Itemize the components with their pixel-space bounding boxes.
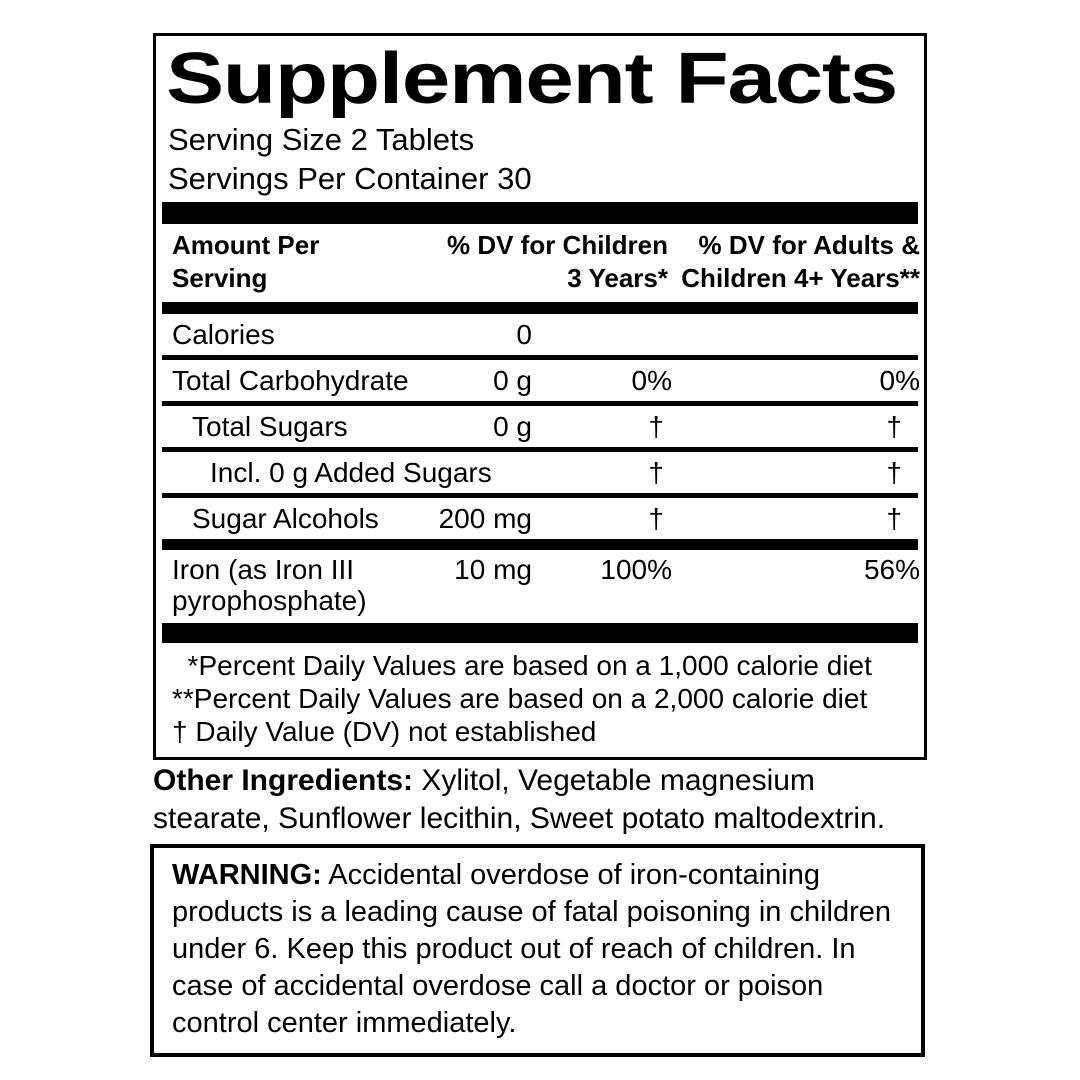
footnote-adults-diet: **Percent Daily Values are based on a 2,… [172, 683, 868, 714]
nutrient-amount: 0 g [493, 364, 532, 396]
dv-adults-value: † [886, 410, 902, 442]
other-ingredients-text: Xylitol, Vegetable magnesium stearate, S… [153, 764, 886, 835]
header-dv-children: % DV for Children 3 Years* [388, 229, 668, 295]
row-separator [162, 493, 918, 498]
warning-label: WARNING: [172, 859, 322, 891]
row-separator [162, 355, 918, 360]
header-children-line2: 3 Years* [567, 263, 668, 293]
nutrient-name: Iron (as Iron III pyrophosphate) [172, 554, 367, 616]
nutrient-name: Total Carbohydrate [172, 364, 409, 396]
row-separator [162, 447, 918, 452]
panel-inner: Supplement Facts Serving Size 2 Tablets … [156, 42, 924, 757]
dv-adults-value: 56% [863, 554, 920, 585]
table-row-calories: Calories 0 [162, 314, 918, 355]
header-amount-per-serving: Amount Per Serving [172, 229, 388, 295]
panel-title: Supplement Facts [166, 39, 898, 119]
dv-adults-value: † [886, 456, 902, 488]
dv-children-value: 100% [600, 554, 672, 585]
panel-title-row: Supplement Facts [166, 42, 918, 118]
header-amount-line2: Serving [172, 263, 268, 293]
table-row-total-sugars: Total Sugars 0 g † † [162, 406, 918, 447]
dv-children-value: † [648, 502, 664, 534]
header-adults-line1: % DV for Adults & [698, 230, 920, 260]
dv-children-value: † [648, 456, 664, 488]
nutrient-amount: 0 g [493, 410, 532, 442]
thick-rule-top [162, 202, 918, 224]
dv-adults-value: 0% [879, 364, 920, 396]
header-dv-adults: % DV for Adults & Children 4+ Years** [668, 229, 920, 295]
nutrient-name: Total Sugars [192, 410, 348, 442]
footnote-dv-not-established: † Daily Value (DV) not established [172, 716, 597, 747]
nutrient-amount: 200 mg [438, 502, 532, 534]
row-separator [162, 401, 918, 406]
dv-children-value: 0% [631, 364, 672, 396]
nutrient-name: Incl. 0 g Added Sugars [210, 456, 492, 488]
thick-rule-above-iron [162, 539, 918, 550]
dv-adults-value: † [886, 502, 902, 534]
warning-box: WARNING: Accidental overdose of iron-con… [150, 844, 925, 1057]
table-row-added-sugars: Incl. 0 g Added Sugars † † [162, 452, 918, 493]
table-row-sugar-alcohols: Sugar Alcohols 200 mg † † [162, 498, 918, 539]
nutrient-amount: 0 [516, 318, 532, 350]
table-row-total-carbohydrate: Total Carbohydrate 0 g 0% 0% [162, 360, 920, 401]
serving-size: Serving Size 2 Tablets [168, 122, 475, 157]
footnotes: *Percent Daily Values are based on a 1,0… [162, 643, 918, 757]
other-ingredients: Other Ingredients: Xylitol, Vegetable ma… [153, 762, 933, 838]
other-ingredients-label: Other Ingredients: [153, 764, 414, 797]
header-children-line1: % DV for Children [446, 230, 668, 260]
header-adults-line2: Children 4+ Years** [681, 263, 920, 293]
table-row-iron: Iron (as Iron III pyrophosphate) 10 mg 1… [162, 550, 920, 623]
nutrient-name: Sugar Alcohols [192, 502, 379, 534]
supplement-facts-panel: Supplement Facts Serving Size 2 Tablets … [153, 33, 927, 760]
dv-children-value: † [648, 410, 664, 442]
thick-rule-under-header [162, 302, 918, 314]
table-header-row: Amount Per Serving % DV for Children 3 Y… [162, 224, 920, 302]
servings-per-container: Servings Per Container 30 [168, 161, 532, 196]
footnote-children-diet: *Percent Daily Values are based on a 1,0… [172, 650, 872, 681]
warning-text: Accidental overdose of iron-containing p… [172, 859, 892, 1039]
header-amount-line1: Amount Per [172, 230, 320, 260]
nutrient-name: Calories [172, 318, 275, 350]
thick-rule-bottom [162, 623, 918, 643]
nutrient-amount: 10 mg [454, 554, 532, 585]
